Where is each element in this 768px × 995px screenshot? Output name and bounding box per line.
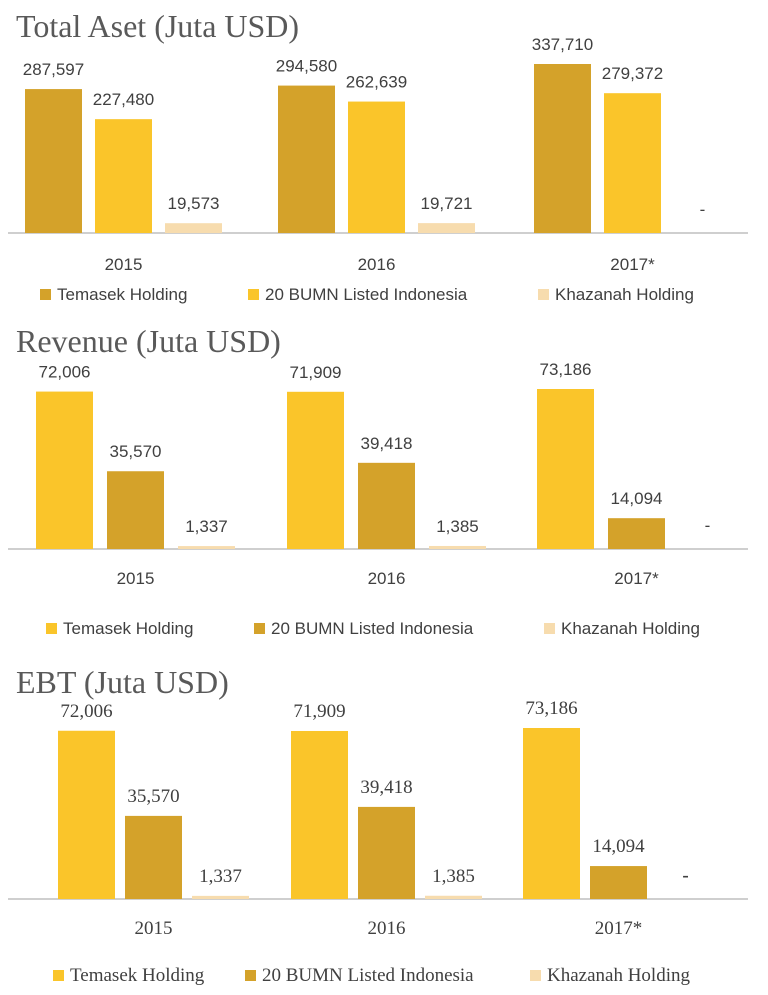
- bar: [604, 93, 661, 233]
- bar: [534, 64, 591, 233]
- data-label: 227,480: [93, 90, 154, 109]
- legend-entry: 20 BUMN Listed Indonesia: [262, 965, 474, 986]
- category-label: 2015: [117, 569, 155, 588]
- legend-swatch: [245, 970, 256, 981]
- chart-title: EBT (Juta USD): [16, 664, 229, 700]
- data-label: 287,597: [23, 60, 84, 79]
- bar: [165, 223, 222, 233]
- bar: [358, 806, 415, 899]
- bar: [537, 389, 594, 549]
- category-label: 2016: [368, 918, 406, 939]
- category-label: 2017*: [614, 569, 659, 588]
- chart-title: Revenue (Juta USD): [16, 323, 281, 359]
- data-label: 14,094: [611, 489, 663, 508]
- category-label: 2015: [105, 255, 143, 274]
- data-label: 337,710: [532, 35, 593, 54]
- bar: [429, 545, 486, 549]
- legend-swatch: [53, 970, 64, 981]
- bar: [425, 895, 482, 899]
- legend-swatch: [46, 623, 57, 634]
- data-label: 14,094: [592, 836, 645, 857]
- legend-entry: Khazanah Holding: [547, 965, 690, 986]
- bar: [287, 391, 344, 549]
- bar: [348, 101, 405, 233]
- bar: [608, 518, 665, 549]
- legend-entry: 20 BUMN Listed Indonesia: [271, 619, 474, 638]
- data-label: 72,006: [60, 701, 112, 722]
- bar: [192, 895, 249, 899]
- legend-swatch: [40, 289, 51, 300]
- data-label: -: [682, 865, 688, 886]
- data-label: 279,372: [602, 64, 663, 83]
- legend-entry: Temasek Holding: [57, 285, 187, 304]
- data-label: -: [700, 200, 706, 219]
- data-label: 73,186: [540, 360, 592, 379]
- bar: [95, 119, 152, 233]
- legend-entry: Khazanah Holding: [555, 285, 694, 304]
- category-label: 2016: [358, 255, 396, 274]
- bar: [25, 89, 82, 233]
- data-label: 262,639: [346, 73, 407, 92]
- bar: [291, 730, 348, 899]
- bar: [58, 730, 115, 899]
- data-label: 35,570: [110, 442, 162, 461]
- bar: [418, 223, 475, 233]
- legend-swatch: [530, 970, 541, 981]
- bar: [178, 546, 235, 549]
- bar: [358, 462, 415, 549]
- chart-title: Total Aset (Juta USD): [16, 8, 299, 44]
- legend-swatch: [248, 289, 259, 300]
- data-label: 1,337: [199, 866, 242, 887]
- data-label: 39,418: [360, 777, 412, 798]
- bar: [278, 85, 335, 233]
- bar: [590, 866, 647, 899]
- legend-entry: Khazanah Holding: [561, 619, 700, 638]
- legend-entry: Temasek Holding: [63, 619, 193, 638]
- category-label: 2017*: [595, 918, 643, 939]
- data-label: 35,570: [127, 786, 179, 807]
- bar: [36, 391, 93, 549]
- bar: [125, 815, 182, 899]
- data-label: 73,186: [525, 698, 577, 719]
- data-label: -: [705, 516, 711, 535]
- data-label: 294,580: [276, 57, 337, 76]
- data-label: 1,337: [185, 517, 228, 536]
- category-label: 2017*: [610, 255, 655, 274]
- legend-swatch: [544, 623, 555, 634]
- data-label: 71,909: [290, 363, 342, 382]
- data-label: 19,721: [421, 194, 473, 213]
- legend-entry: 20 BUMN Listed Indonesia: [265, 285, 468, 304]
- data-label: 71,909: [293, 701, 345, 722]
- legend-swatch: [538, 289, 549, 300]
- legend-entry: Temasek Holding: [70, 965, 205, 986]
- data-label: 19,573: [168, 194, 220, 213]
- data-label: 1,385: [432, 866, 475, 887]
- bar: [523, 728, 580, 899]
- category-label: 2015: [135, 918, 173, 939]
- data-label: 39,418: [361, 434, 413, 453]
- data-label: 72,006: [39, 363, 91, 382]
- category-label: 2016: [368, 569, 406, 588]
- legend-swatch: [254, 623, 265, 634]
- data-label: 1,385: [436, 517, 479, 536]
- bar: [107, 471, 164, 549]
